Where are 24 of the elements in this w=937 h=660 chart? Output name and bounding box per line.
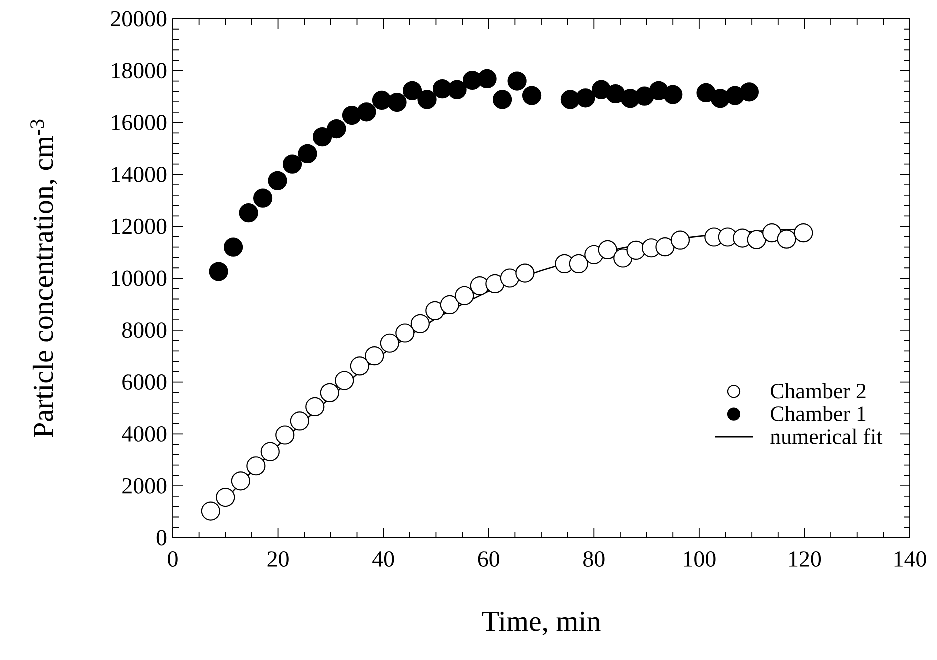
x-tick-label: 80 [584,552,605,567]
y-tick-label: 6000 [122,374,167,390]
y-tick-label: 10000 [112,270,167,286]
y-tick-label: 16000 [112,115,167,131]
y-tick-label: 2000 [122,478,167,494]
x-tick-label: 140 [894,552,926,567]
y-tick-label: 12000 [112,218,167,234]
x-tick-label: 100 [684,552,716,567]
x-tick-label: 20 [268,552,289,567]
y-tick-label: 8000 [122,322,167,338]
x-tick-label: 40 [372,552,394,567]
x-axis-title: Time, min [482,612,601,636]
y-axis-title: Particle concentration, cm$^{-3}$ [30,120,58,438]
y-tick-label: 20000 [111,11,167,27]
legend-label: numerical fit [770,428,883,444]
y-tick-label: 0 [156,530,167,546]
y-tick-label: 4000 [122,426,167,442]
x-tick-label: 120 [790,552,822,567]
x-tick-label: 60 [478,552,500,567]
legend-label: Chamber 2 [771,383,866,399]
y-tick-label: 18000 [112,63,167,79]
y-tick-label: 14000 [112,166,167,182]
x-tick-label: 0 [168,552,178,567]
legend-label: Chamber 1 [771,406,866,422]
